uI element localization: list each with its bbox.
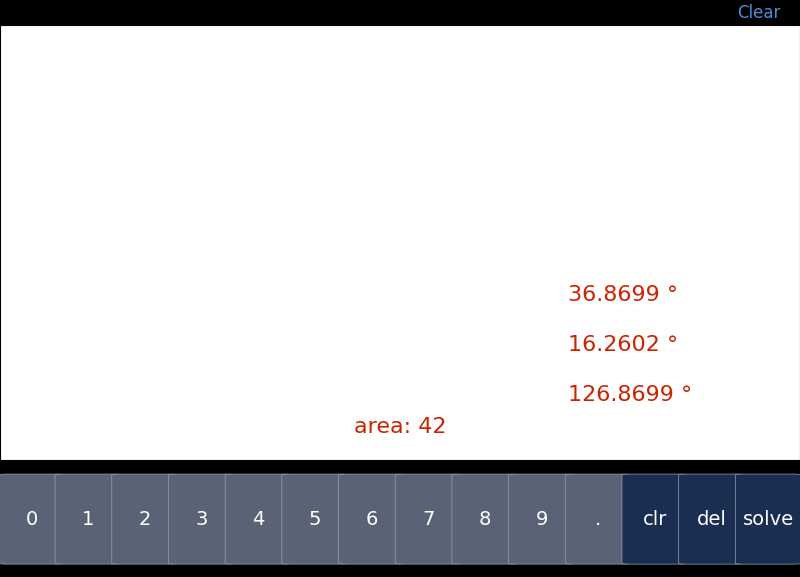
Text: 126.8699 °: 126.8699 ° xyxy=(568,385,692,404)
Text: solve: solve xyxy=(743,509,794,529)
Text: 7: 7 xyxy=(422,509,434,529)
Text: a: a xyxy=(502,168,514,187)
FancyBboxPatch shape xyxy=(509,474,575,564)
Text: del: del xyxy=(697,509,726,529)
Text: 9: 9 xyxy=(535,509,548,529)
Text: 2: 2 xyxy=(138,509,151,529)
Text: c=: c= xyxy=(80,385,118,404)
Text: 6: 6 xyxy=(366,509,378,529)
Text: B: B xyxy=(758,242,771,261)
FancyBboxPatch shape xyxy=(622,474,688,564)
FancyBboxPatch shape xyxy=(678,474,745,564)
Text: 36.8699 °: 36.8699 ° xyxy=(568,284,678,305)
FancyBboxPatch shape xyxy=(282,474,348,564)
Text: B=: B= xyxy=(496,335,537,355)
Text: 0: 0 xyxy=(26,509,38,529)
Text: area: 42: area: 42 xyxy=(354,417,446,437)
Text: 20: 20 xyxy=(160,385,188,404)
FancyBboxPatch shape xyxy=(566,474,631,564)
Text: 1: 1 xyxy=(82,509,94,529)
FancyBboxPatch shape xyxy=(112,474,178,564)
FancyBboxPatch shape xyxy=(338,474,405,564)
FancyBboxPatch shape xyxy=(452,474,518,564)
FancyBboxPatch shape xyxy=(225,474,291,564)
Text: b: b xyxy=(118,172,130,191)
Text: C: C xyxy=(229,89,243,108)
Text: clr: clr xyxy=(643,509,667,529)
FancyBboxPatch shape xyxy=(55,474,122,564)
Text: 7: 7 xyxy=(160,335,174,355)
FancyBboxPatch shape xyxy=(0,474,65,564)
Text: Ad-free Triangle Solver: Ad-free Triangle Solver xyxy=(306,3,494,21)
Text: 8: 8 xyxy=(479,509,491,529)
Text: a=: a= xyxy=(80,284,119,305)
Text: c: c xyxy=(398,265,410,284)
Text: 5: 5 xyxy=(309,509,322,529)
Text: .: . xyxy=(595,509,602,529)
Text: b=: b= xyxy=(80,335,120,355)
Text: A: A xyxy=(29,242,42,261)
FancyBboxPatch shape xyxy=(735,474,800,564)
Text: A=: A= xyxy=(496,284,537,305)
Text: There is one solution.: There is one solution. xyxy=(236,41,564,70)
FancyBboxPatch shape xyxy=(169,474,234,564)
Text: Clear: Clear xyxy=(737,3,780,21)
Text: 16.2602 °: 16.2602 ° xyxy=(568,335,678,355)
FancyBboxPatch shape xyxy=(395,474,462,564)
Text: C=: C= xyxy=(496,385,538,404)
Text: 3: 3 xyxy=(195,509,208,529)
Text: 15: 15 xyxy=(160,284,188,305)
Text: 4: 4 xyxy=(252,509,265,529)
